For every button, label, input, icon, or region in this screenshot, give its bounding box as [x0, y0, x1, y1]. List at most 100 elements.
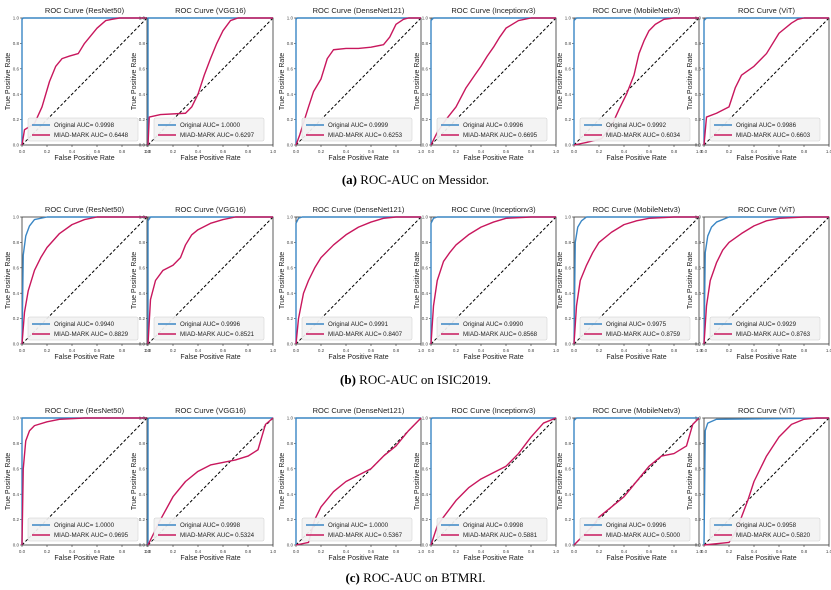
x-tick-label: 0.8: [245, 549, 252, 554]
legend-original-label: Original AUC= 0.9940: [54, 321, 115, 328]
x-tick-label: 0.4: [478, 348, 485, 353]
x-tick-label: 1.0: [144, 149, 151, 154]
roc-chart: ROC Curve (Inceptionv3) 0.0 0.2 0.4 0.6 0.8 1.…: [414, 406, 560, 562]
x-tick-label: 0.6: [94, 348, 101, 353]
legend-original-label: Original AUC= 1.0000: [54, 522, 115, 529]
x-tick-label: 0.6: [776, 149, 783, 154]
original-roc-line: [703, 17, 829, 145]
x-axis-label: False Positive Rate: [736, 555, 796, 562]
x-axis-label: False Positive Rate: [463, 354, 523, 361]
chart-title: ROC Curve (ViT): [738, 205, 795, 214]
legend-original-label: Original AUC= 0.9996: [463, 122, 524, 129]
x-tick-label: 0.2: [453, 149, 460, 154]
chart-title: ROC Curve (DenseNet121): [313, 406, 405, 415]
legend-miad-mark-label: MIAD-MARK AUC= 0.6297: [180, 132, 255, 139]
x-tick-label: 0.8: [801, 348, 808, 353]
y-tick-label: 0.4: [139, 92, 146, 97]
miad-mark-roc-line: [573, 216, 699, 345]
y-tick-label: 0.2: [422, 117, 429, 122]
legend-original-label: Original AUC= 0.9998: [54, 122, 115, 129]
y-tick-label: 0.2: [139, 517, 146, 522]
x-tick-label: 0.0: [701, 149, 708, 154]
x-tick-label: 0.4: [69, 549, 76, 554]
y-tick-label: 0.8: [695, 240, 702, 245]
legend-original-label: Original AUC= 1.0000: [180, 122, 241, 129]
y-tick-label: 0.2: [565, 316, 572, 321]
x-tick-label: 0.4: [621, 549, 628, 554]
original-roc-line: [703, 417, 830, 546]
x-tick-label: 0.8: [671, 549, 678, 554]
x-tick-label: 0.2: [44, 549, 51, 554]
x-tick-label: 0.0: [571, 149, 578, 154]
x-tick-label: 0.2: [726, 549, 733, 554]
caption-label: (b): [340, 372, 356, 387]
roc-chart: ROC Curve (ResNet50)0.0 0.2 0.4 0.6 0.8 1.00.…: [5, 205, 151, 361]
chart-title: ROC Curve (VGG16): [175, 205, 246, 214]
y-axis-label: True Positive Rate: [687, 453, 694, 510]
y-tick-label: 0.0: [422, 342, 429, 347]
original-roc-line: [573, 216, 699, 345]
y-tick-label: 0.2: [287, 316, 294, 321]
caption-isic2019: (b) ROC-AUC on ISIC2019.: [0, 372, 831, 388]
y-tick-label: 0.0: [695, 342, 702, 347]
legend-miad-mark-label: MIAD-MARK AUC= 0.5881: [463, 532, 538, 539]
roc-chart: ROC Curve (DenseNet121) 0.0 0.2 0.4 0.6 0.8 1.…: [279, 6, 425, 162]
original-roc-line: [295, 216, 421, 344]
x-tick-label: 1.0: [696, 149, 703, 154]
y-tick-label: 1.0: [139, 416, 146, 421]
y-tick-label: 0.0: [287, 143, 294, 148]
y-tick-label: 0.4: [695, 492, 702, 497]
legend-box: [301, 316, 413, 341]
caption-btmri: (c) ROC-AUC on BTMRI.: [0, 570, 831, 586]
x-tick-label: 0.0: [571, 348, 578, 353]
y-tick-label: 1.0: [565, 416, 572, 421]
x-tick-label: 1.0: [826, 549, 831, 554]
x-axis-label: False Positive Rate: [54, 354, 114, 361]
x-axis-label: False Positive Rate: [606, 354, 666, 361]
y-tick-label: 0.8: [13, 240, 20, 245]
y-tick-label: 1.0: [695, 416, 702, 421]
x-tick-label: 0.4: [343, 348, 350, 353]
y-tick-label: 1.0: [139, 215, 146, 220]
legend-box: [27, 517, 139, 542]
y-tick-label: 0.8: [695, 441, 702, 446]
y-tick-label: 1.0: [422, 416, 429, 421]
roc-chart: ROC Curve (MobileNetv3) 0.0 0.2 0.4 0.6 0.8 1.…: [557, 6, 703, 162]
original-roc-line: [147, 216, 273, 344]
x-tick-label: 1.0: [696, 348, 703, 353]
y-tick-label: 0.4: [287, 492, 294, 497]
y-tick-label: 0.0: [287, 543, 294, 548]
x-tick-label: 0.4: [621, 348, 628, 353]
x-tick-label: 0.8: [393, 348, 400, 353]
x-tick-label: 0.8: [119, 549, 126, 554]
original-roc-line: [430, 17, 556, 145]
y-tick-label: 1.0: [695, 215, 702, 220]
x-tick-label: 0.8: [528, 549, 535, 554]
y-tick-label: 0.2: [13, 517, 20, 522]
original-roc-line: [21, 216, 147, 345]
y-tick-label: 0.4: [287, 92, 294, 97]
x-tick-label: 0.6: [220, 549, 227, 554]
y-tick-label: 0.0: [13, 342, 20, 347]
legend-original-label: Original AUC= 1.0000: [328, 522, 389, 529]
chart-title: ROC Curve (VGG16): [175, 6, 246, 15]
chart-title: ROC Curve (ResNet50): [45, 406, 125, 415]
legend-box: [301, 117, 413, 142]
x-tick-label: 0.2: [596, 348, 603, 353]
roc-chart: ROC Curve (MobileNetv3) 0.0 0.2 0.4 0.6 0.8 1.…: [557, 406, 703, 562]
x-tick-label: 0.0: [428, 549, 435, 554]
y-tick-label: 1.0: [422, 16, 429, 21]
x-tick-label: 0.2: [726, 348, 733, 353]
caption-text: ROC-AUC on ISIC2019.: [359, 372, 491, 387]
y-tick-label: 1.0: [565, 215, 572, 220]
y-axis-label: True Positive Rate: [279, 252, 286, 309]
x-tick-label: 0.8: [671, 348, 678, 353]
y-tick-label: 0.6: [287, 265, 294, 270]
x-axis-label: False Positive Rate: [328, 354, 388, 361]
chart-title: ROC Curve (Inceptionv3): [451, 6, 536, 15]
x-tick-label: 0.2: [44, 149, 51, 154]
roc-chart: ROC Curve (Inceptionv3) 0.0 0.2 0.4 0.6 0.8 1.…: [414, 6, 560, 162]
legend-miad-mark-label: MIAD-MARK AUC= 0.5000: [606, 532, 681, 539]
y-axis-label: True Positive Rate: [5, 252, 12, 309]
miad-mark-roc-line: [430, 216, 556, 345]
